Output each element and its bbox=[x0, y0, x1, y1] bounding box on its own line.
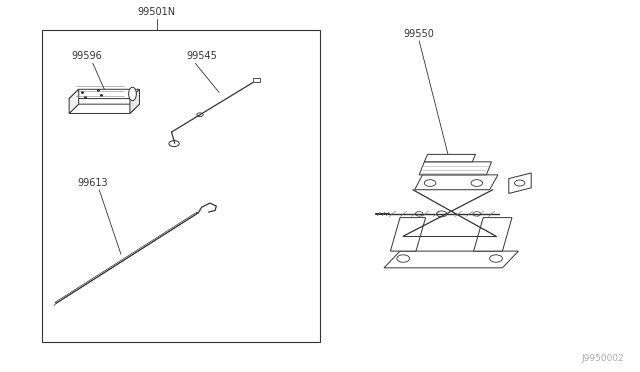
Polygon shape bbox=[69, 104, 140, 113]
Circle shape bbox=[436, 211, 447, 217]
Polygon shape bbox=[384, 251, 518, 268]
Text: 99550: 99550 bbox=[404, 29, 435, 39]
Text: 99501N: 99501N bbox=[138, 7, 176, 17]
Circle shape bbox=[473, 212, 481, 216]
Circle shape bbox=[397, 255, 410, 262]
Bar bbox=[253, 78, 260, 82]
Circle shape bbox=[515, 180, 525, 186]
Text: 99613: 99613 bbox=[77, 178, 108, 188]
Text: 99545: 99545 bbox=[186, 51, 217, 61]
Circle shape bbox=[169, 141, 179, 147]
Polygon shape bbox=[55, 212, 198, 303]
Polygon shape bbox=[69, 89, 140, 99]
Text: J9950002: J9950002 bbox=[581, 354, 624, 363]
Polygon shape bbox=[69, 89, 79, 113]
Polygon shape bbox=[419, 162, 492, 175]
Polygon shape bbox=[474, 218, 512, 251]
Polygon shape bbox=[390, 218, 426, 251]
Text: 99596: 99596 bbox=[71, 51, 102, 61]
Bar bbox=[42, 30, 320, 342]
Circle shape bbox=[196, 113, 203, 116]
Polygon shape bbox=[509, 173, 531, 193]
Polygon shape bbox=[424, 154, 476, 162]
Circle shape bbox=[424, 180, 436, 186]
Circle shape bbox=[490, 255, 502, 262]
Circle shape bbox=[415, 212, 423, 216]
Ellipse shape bbox=[129, 87, 136, 101]
Polygon shape bbox=[415, 175, 498, 190]
Polygon shape bbox=[130, 89, 140, 113]
Circle shape bbox=[471, 180, 483, 186]
